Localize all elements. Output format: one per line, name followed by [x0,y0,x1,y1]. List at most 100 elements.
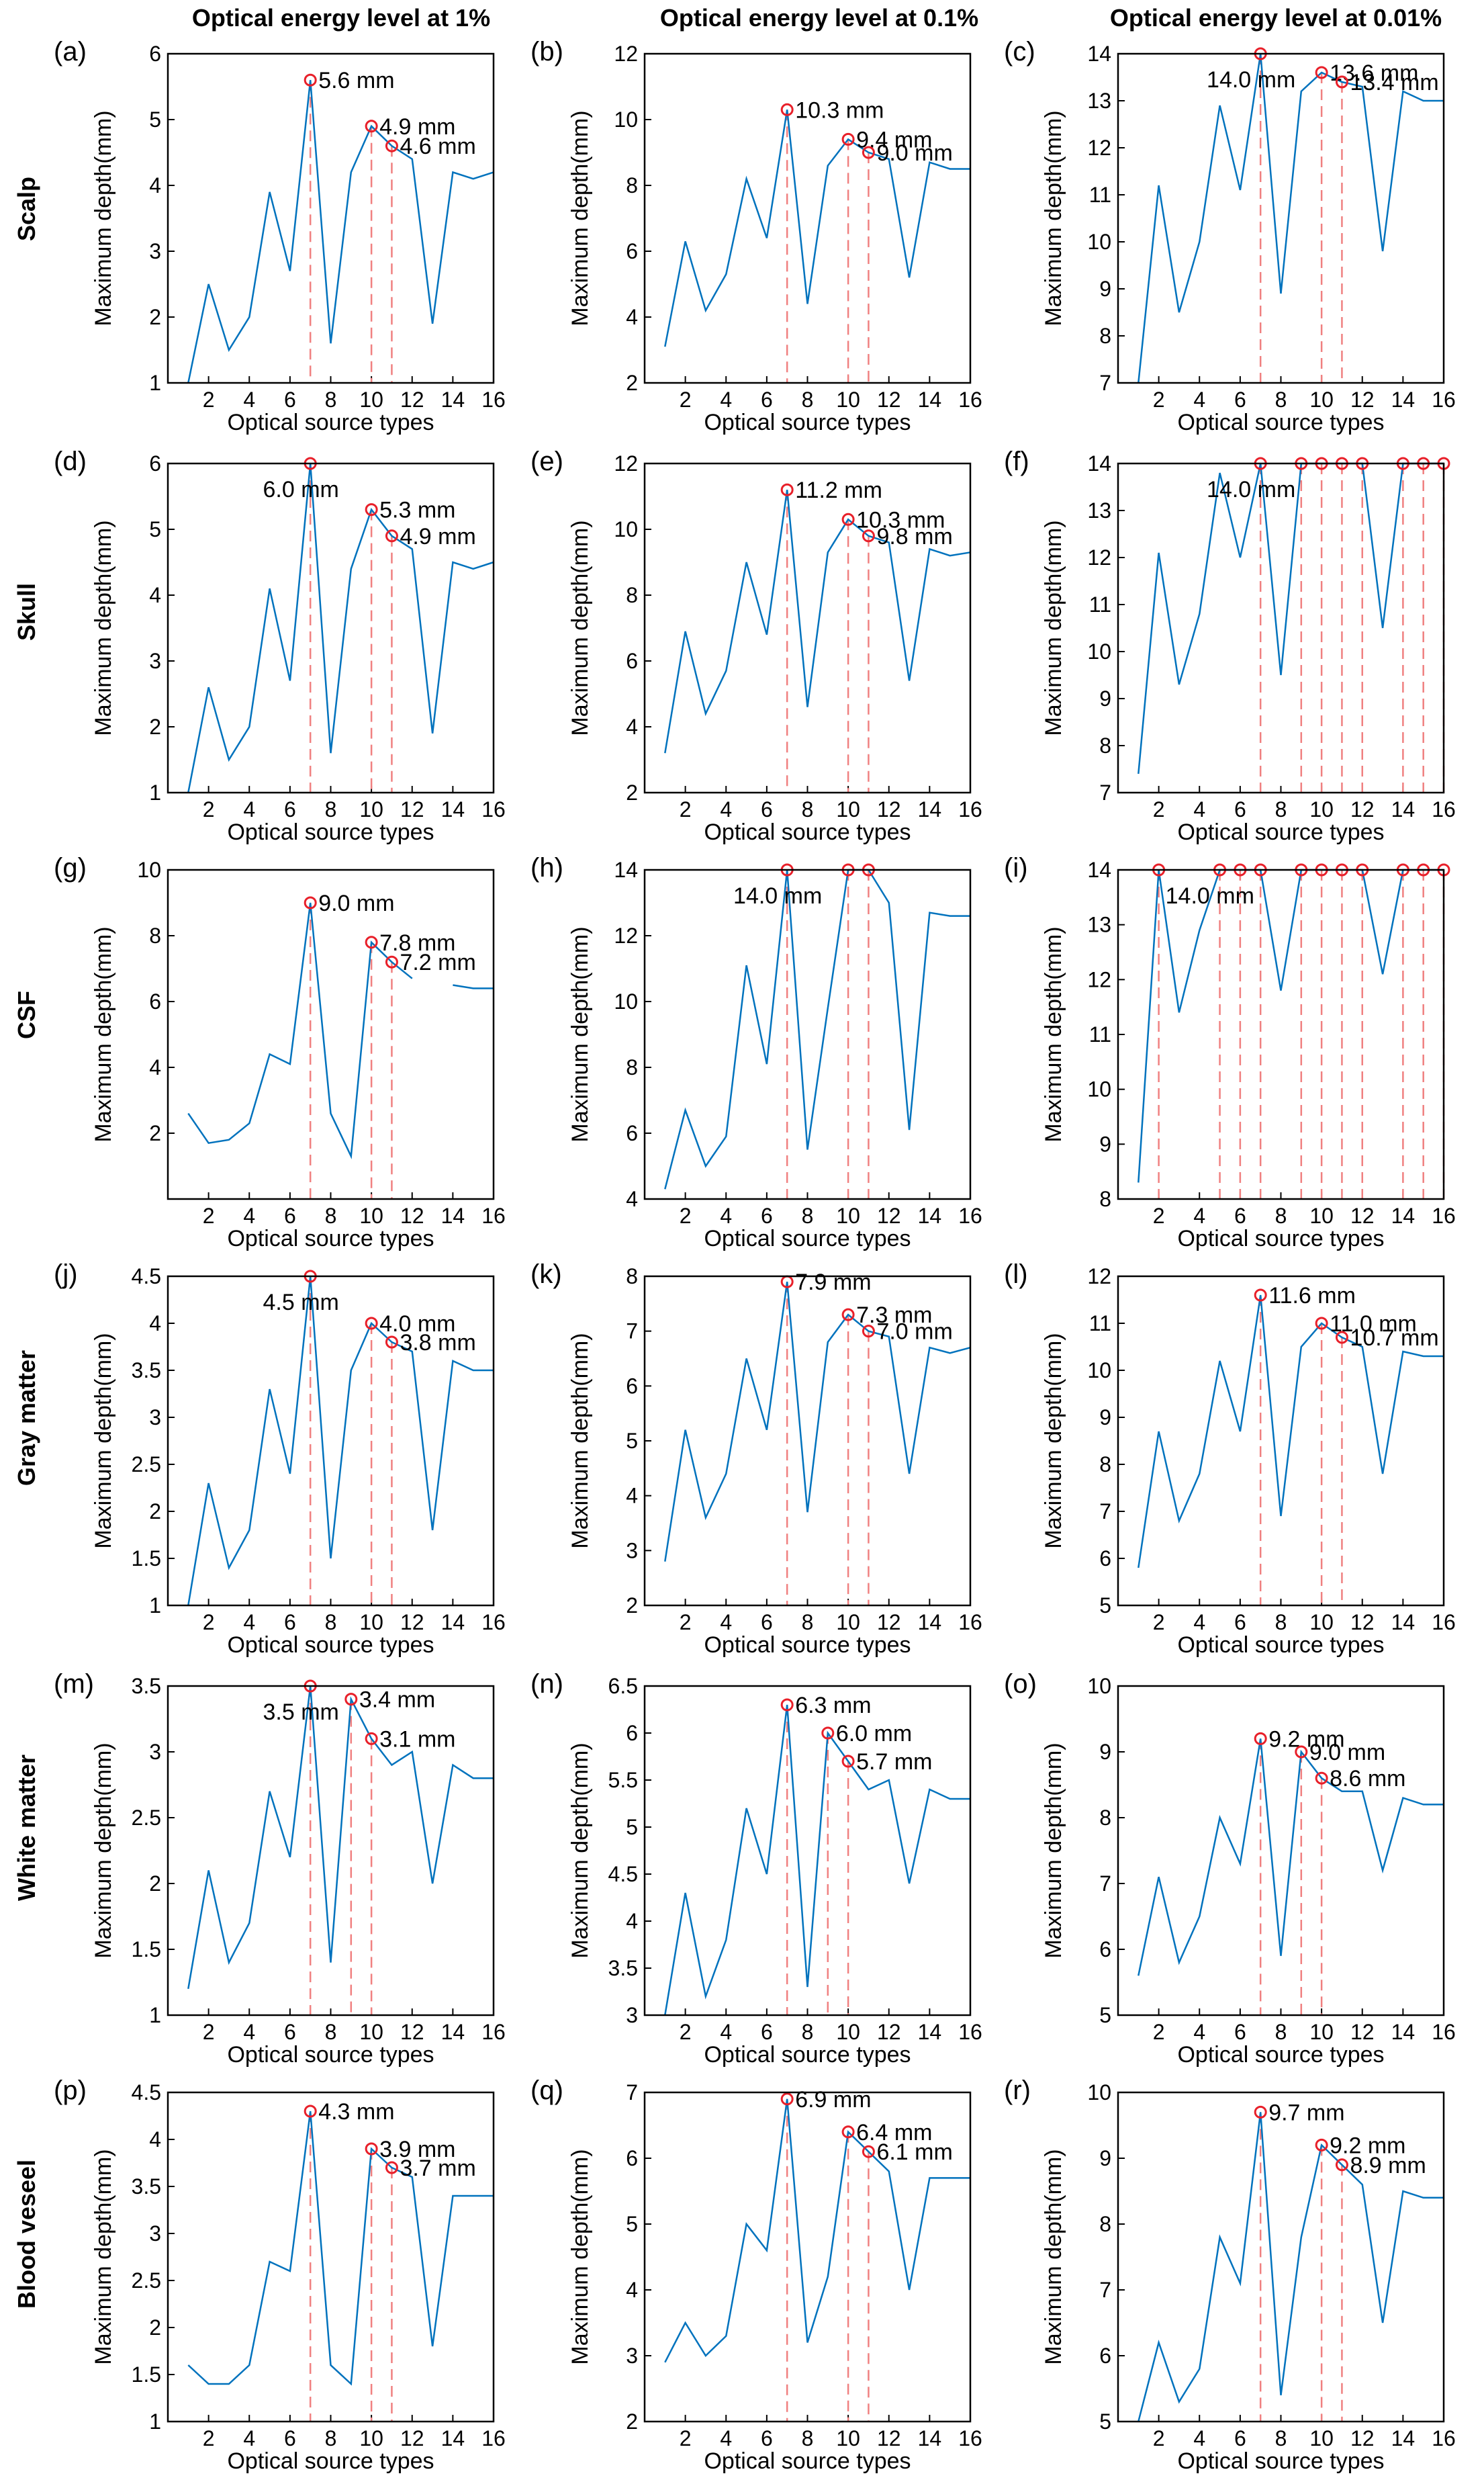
x-tick-label: 8 [1275,1204,1287,1228]
y-tick-label: 3 [626,2003,638,2027]
y-tick-label: 8 [1099,734,1111,758]
highlight-label: 6.1 mm [876,2139,952,2165]
x-tick-label: 16 [1432,1610,1456,1634]
highlight-marker [385,529,398,543]
y-tick-label: 4 [626,305,638,329]
y-tick-label: 7 [1099,2278,1111,2302]
highlight-label: 3.1 mm [379,1726,455,1752]
x-tick-label: 4 [243,1204,255,1228]
x-tick-label: 8 [1275,2020,1287,2044]
x-tick-label: 14 [1391,2426,1416,2450]
panel-label: (p) [54,2076,87,2105]
highlight-label: 7.9 mm [795,1270,871,1295]
y-tick-label: 3.5 [608,1956,638,1980]
y-tick-label: 12 [1087,1264,1111,1288]
column-title-2: Optical energy level at 0.1% [659,4,979,32]
x-tick-label: 14 [918,797,942,822]
highlight-marker [304,2104,317,2118]
x-tick-label: 16 [958,797,982,822]
x-tick-label: 8 [1275,797,1287,822]
highlight-label: 8.9 mm [1350,2153,1426,2178]
highlight-label: 9.7 mm [1268,2100,1344,2125]
y-axis-label: Maximum depth(mm) [91,110,116,326]
y-tick-label: 4 [149,1055,161,1079]
y-tick-label: 6 [149,42,161,66]
y-tick-label: 8 [626,173,638,197]
axes-frame [643,1685,972,2016]
x-tick-label: 4 [243,388,255,412]
panel-label: (h) [530,853,563,883]
x-tick-label: 12 [1350,2426,1375,2450]
x-tick-label: 16 [1432,1204,1456,1228]
x-tick-label: 2 [1153,1610,1165,1634]
y-tick-label: 10 [1087,1358,1111,1382]
highlight-label: 4.6 mm [400,134,475,159]
panel-label: (b) [530,37,563,67]
x-tick-label: 14 [1391,1204,1416,1228]
y-tick-label: 8 [1099,1452,1111,1476]
highlight-label: 14.0 mm [1207,67,1295,93]
panel-label: (q) [530,2076,563,2105]
y-tick-label: 1 [149,1593,161,1617]
y-tick-label: 1 [149,2409,161,2434]
y-tick-label: 12 [1087,967,1111,991]
axes-frame [643,869,972,1200]
highlight-marker [821,1726,835,1740]
y-tick-label: 10 [614,517,638,541]
panel-label: (g) [54,853,87,883]
y-tick-label: 7 [1099,371,1111,395]
x-axis-label: Optical source types [1177,819,1384,845]
highlight-marker [780,483,794,496]
axes-frame [167,52,495,384]
highlight-label: 7.3 mm [856,1302,932,1328]
highlight-marker [1315,2138,1328,2152]
highlight-marker [365,936,378,949]
x-tick-label: 14 [1391,797,1416,822]
y-tick-label: 11 [1089,592,1111,617]
y-axis-label: Maximum depth(mm) [91,2149,116,2364]
series-line [1138,2112,1444,2422]
y-tick-label: 6 [626,649,638,673]
y-tick-label: 9 [1099,1740,1111,1764]
x-axis-label: Optical source types [1177,2042,1384,2068]
series-line [664,109,970,347]
x-tick-label: 8 [802,2020,814,2044]
x-tick-label: 8 [802,1204,814,1228]
y-tick-label: 13 [1087,89,1111,113]
x-tick-label: 16 [481,1204,506,1228]
panel-label: (f) [1004,447,1029,476]
x-tick-label: 10 [836,797,860,822]
x-tick-label: 14 [918,2020,942,2044]
x-tick-label: 4 [1193,2426,1205,2450]
panel-label: (o) [1004,1669,1037,1699]
highlight-marker [385,1335,398,1349]
y-tick-label: 9 [1099,686,1111,711]
highlight-marker [365,503,378,517]
x-tick-label: 8 [802,388,814,412]
highlight-marker [841,2125,855,2139]
x-axis-label: Optical source types [1177,2448,1384,2474]
y-tick-label: 4 [149,2127,161,2152]
x-axis-label: Optical source types [227,2448,434,2474]
x-axis-label: Optical source types [1177,1226,1384,1251]
y-tick-label: 13 [1087,498,1111,523]
x-tick-label: 16 [958,2426,982,2450]
y-tick-label: 9 [1099,2146,1111,2170]
highlight-marker [304,73,317,87]
y-tick-label: 10 [1087,1674,1111,1698]
y-tick-label: 5 [1099,2003,1111,2027]
x-tick-label: 4 [1193,2020,1205,2044]
y-tick-label: 4.5 [132,2080,161,2104]
x-tick-label: 14 [1391,2020,1416,2044]
y-tick-label: 10 [1087,1077,1111,1102]
highlight-marker [344,1693,358,1706]
y-tick-label: 1 [149,2003,161,2027]
x-axis-label: Optical source types [227,1632,434,1658]
highlight-label: 13.6 mm [1330,60,1418,86]
y-tick-label: 3 [149,239,161,263]
x-tick-label: 10 [1309,1204,1334,1228]
y-axis-label: Maximum depth(mm) [91,1333,116,1548]
highlight-label: 5.7 mm [856,1749,932,1775]
y-tick-label: 1 [149,371,161,395]
y-tick-label: 10 [1087,230,1111,254]
